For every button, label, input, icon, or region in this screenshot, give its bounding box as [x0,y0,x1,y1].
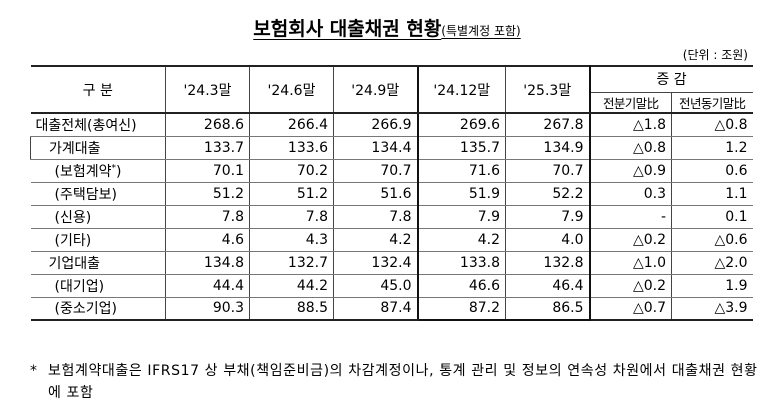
cell: △0.7 [589,297,672,321]
row-label: (보험계약*) [30,159,166,183]
row-label: (신용) [30,205,166,229]
cell: 51.9 [416,182,506,206]
header-yoy: 전년동기말比 [671,92,753,114]
cell: 134.9 [505,136,591,160]
cell: 134.8 [165,251,250,275]
footnote-mark: * [30,363,37,379]
cell: 134.4 [333,136,418,160]
header-change: 증 감 [589,65,753,93]
table-row: (주택담보) 51.2 51.2 51.6 51.9 52.2 0.3 1.1 [30,182,753,206]
cell: 4.2 [333,228,418,252]
title-sub: (특별계정 포함) [441,24,521,38]
row-label: 기업대출 [30,251,166,275]
cell: 0.3 [589,182,672,206]
cell: 1.1 [671,182,753,206]
cell: 90.3 [165,297,250,321]
cell: 70.7 [505,159,591,183]
cell: 1.9 [671,274,753,298]
cell: △0.2 [589,228,672,252]
cell: 0.6 [671,159,753,183]
cell: - [589,205,672,229]
header-period-4: '24.12말 [416,65,506,114]
cell: △0.6 [671,228,753,252]
cell: 46.4 [505,274,591,298]
cell: 51.2 [249,182,334,206]
title-main: 보험회사 대출채권 현황 [253,18,442,40]
row-label: (기타) [30,228,166,252]
cell: 87.2 [416,297,506,321]
table-row: 가계대출 133.7 133.6 134.4 135.7 134.9 △0.8 … [30,136,753,160]
table-row: 대출전체(총여신) 268.6 266.4 266.9 269.6 267.8 … [30,113,753,137]
cell: 70.2 [249,159,334,183]
cell: 70.1 [165,159,250,183]
table-row: (보험계약*) 70.1 70.2 70.7 71.6 70.7 △0.9 0.… [30,159,753,183]
cell: 269.6 [416,113,506,137]
row-label: (대기업) [30,274,166,298]
cell: 7.8 [165,205,250,229]
cell: 51.2 [165,182,250,206]
row-label: 대출전체(총여신) [30,113,166,137]
cell: 268.6 [165,113,250,137]
header-category: 구 분 [30,65,166,114]
header-period-1: '24.3말 [165,65,250,114]
cell: 7.9 [416,205,506,229]
cell: 87.4 [333,297,418,321]
cell: 44.2 [249,274,334,298]
cell: 52.2 [505,182,591,206]
cell: 51.6 [333,182,418,206]
loan-table: 구 분 '24.3말 '24.6말 '24.9말 '24.12말 '25.3말 … [30,65,753,321]
cell: 133.6 [249,136,334,160]
row-label: 가계대출 [30,136,166,160]
cell: 132.8 [505,251,591,275]
cell: 266.9 [333,113,418,137]
cell: 45.0 [333,274,418,298]
cell: 70.7 [333,159,418,183]
cell: 132.7 [249,251,334,275]
cell: 86.5 [505,297,591,321]
cell: 7.8 [333,205,418,229]
cell: 7.9 [505,205,591,229]
header-period-3: '24.9말 [333,65,418,114]
cell: △1.0 [589,251,672,275]
table-row: (기타) 4.6 4.3 4.2 4.2 4.0 △0.2 △0.6 [30,228,753,252]
cell: 132.4 [333,251,418,275]
cell: 4.0 [505,228,591,252]
table-row: 기업대출 134.8 132.7 132.4 133.8 132.8 △1.0 … [30,251,753,275]
table-row: (중소기업) 90.3 88.5 87.4 87.2 86.5 △0.7 △3.… [30,297,753,321]
row-label: (중소기업) [30,297,166,321]
cell: 4.6 [165,228,250,252]
cell: 44.4 [165,274,250,298]
cell: 135.7 [416,136,506,160]
header-period-2: '24.6말 [249,65,334,114]
cell: 4.3 [249,228,334,252]
cell: 1.2 [671,136,753,160]
cell: 267.8 [505,113,591,137]
footnote: * 보험계약대출은 IFRS17 상 부채(책임준비금)의 차감계정이나, 통계… [30,360,760,404]
cell: △0.8 [671,113,753,137]
cell: 133.7 [165,136,250,160]
cell: △1.8 [589,113,672,137]
cell: △3.9 [671,297,753,321]
cell: 4.2 [416,228,506,252]
page-title: 보험회사 대출채권 현황(특별계정 포함) [0,14,774,41]
unit-note: (단위 : 조원) [682,48,748,62]
cell: 7.8 [249,205,334,229]
cell: △0.2 [589,274,672,298]
cell: 71.6 [416,159,506,183]
header-qoq: 전분기말比 [589,92,672,114]
header-period-5: '25.3말 [505,65,591,114]
cell: 133.8 [416,251,506,275]
table-row: (신용) 7.8 7.8 7.8 7.9 7.9 - 0.1 [30,205,753,229]
cell: 46.6 [416,274,506,298]
cell: △0.9 [589,159,672,183]
cell: 0.1 [671,205,753,229]
footnote-text: 보험계약대출은 IFRS17 상 부채(책임준비금)의 차감계정이나, 통계 관… [48,363,758,401]
row-label: (주택담보) [30,182,166,206]
table-row: (대기업) 44.4 44.2 45.0 46.6 46.4 △0.2 1.9 [30,274,753,298]
cell: △0.8 [589,136,672,160]
cell: △2.0 [671,251,753,275]
cell: 88.5 [249,297,334,321]
cell: 266.4 [249,113,334,137]
